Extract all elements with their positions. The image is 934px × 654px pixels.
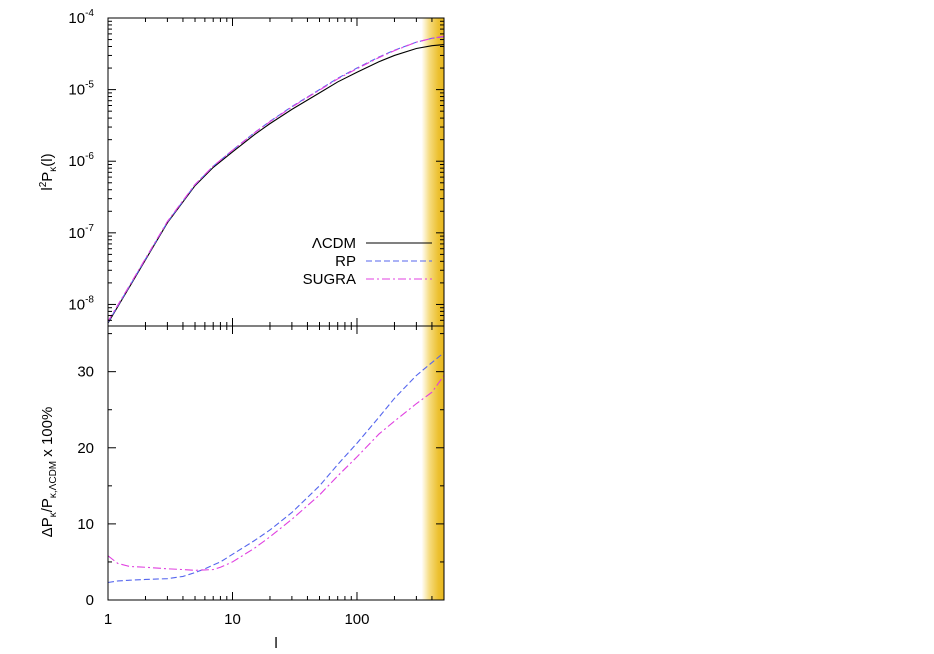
bottom-panel: 1 10 100 0 10 20 30 ΔPκ/Pκ,ΛCDM x 100% l [39,325,445,652]
legend-label-lcdm: ΛCDM [312,235,356,252]
ytick-label-1e-7: 10-7 [68,223,94,242]
ytick-label-0: 0 [86,592,94,609]
legend-label-sugra: SUGRA [303,271,356,288]
top-series-sugra [107,35,445,322]
ytick-label-1e-4: 10-4 [68,8,94,27]
xtick-label-1: 1 [104,611,112,628]
top-series-lcdm [107,44,445,324]
ytick-label-1e-5: 10-5 [68,80,94,99]
bottom-frame [107,325,445,601]
ytick-label-1e-8: 10-8 [68,294,94,313]
top-y-axis-label: l2Pκ(l) [38,153,59,190]
xtick-label-10: 10 [224,611,241,628]
top-shaded-region [421,18,444,326]
top-frame [107,17,445,327]
xtick-label-100: 100 [344,611,369,628]
top-series-rp [107,36,445,323]
bottom-shaded-region [421,326,444,600]
legend-label-rp: RP [335,253,356,270]
ytick-label-30: 30 [77,364,94,381]
ytick-label-1e-6: 10-6 [68,151,94,170]
bottom-series-sugra [107,375,445,571]
x-axis-label: l [274,635,277,652]
ytick-label-20: 20 [77,440,94,457]
ytick-label-10: 10 [77,516,94,533]
bottom-series-rp [107,352,445,584]
bottom-y-axis-label: ΔPκ/Pκ,ΛCDM x 100% [39,407,59,538]
